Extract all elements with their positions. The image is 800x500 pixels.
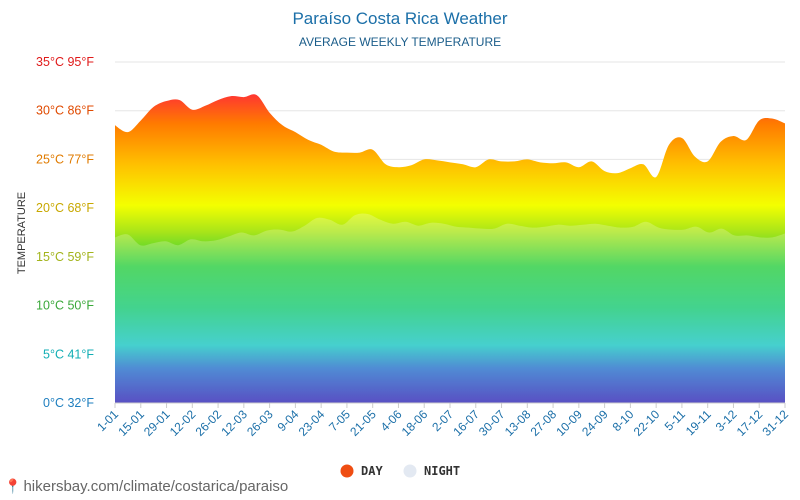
legend-item-day[interactable]: DAY xyxy=(340,464,384,478)
x-tick-label: 10-09 xyxy=(553,407,585,439)
y-tick-label: 35°C 95°F xyxy=(36,55,94,69)
x-tick-label: 27-08 xyxy=(528,407,560,439)
y-axis-ticks: 0°C 32°F 5°C 41°F 10°C 50°F 15°C 59°F 20°C 6… xyxy=(36,55,94,410)
y-tick-label: 30°C 86°F xyxy=(36,104,94,118)
y-tick-label: 25°C 77°F xyxy=(36,152,94,166)
x-tick-label: 18-06 xyxy=(399,407,431,439)
x-axis-ticks: 1-0115-0129-0112-0226-0212-0326-039-0423… xyxy=(94,403,791,439)
legend-day-label: DAY xyxy=(361,464,383,478)
y-tick-label: 15°C 59°F xyxy=(36,250,94,264)
map-pin-icon: 📍 xyxy=(4,478,22,494)
x-tick-label: 15-01 xyxy=(115,407,147,439)
x-tick-label: 21-05 xyxy=(347,407,379,439)
chart-subtitle: AVERAGE WEEKLY TEMPERATURE xyxy=(299,35,501,49)
x-tick-label: 31-12 xyxy=(760,407,792,439)
legend-day-marker xyxy=(340,464,354,478)
x-tick-label: 23-04 xyxy=(296,407,328,439)
legend: DAY NIGHT xyxy=(340,464,461,478)
y-tick-label: 0°C 32°F xyxy=(43,396,94,410)
y-tick-label: 5°C 41°F xyxy=(43,347,94,361)
x-tick-label: 29-01 xyxy=(141,407,173,439)
y-axis-label: TEMPERATURE xyxy=(16,192,28,274)
legend-night-marker xyxy=(403,464,417,478)
x-tick-label: 12-02 xyxy=(167,407,199,439)
x-tick-label: 12-03 xyxy=(218,407,250,439)
legend-item-night[interactable]: NIGHT xyxy=(403,464,461,478)
y-tick-label: 20°C 68°F xyxy=(36,201,94,215)
x-tick-label: 19-11 xyxy=(683,407,714,438)
x-tick-label: 16-07 xyxy=(450,407,482,439)
legend-night-label: NIGHT xyxy=(424,464,460,478)
day-series-area xyxy=(115,94,785,403)
source-credit[interactable]: 📍 hikersbay.com/climate/costarica/paraiso xyxy=(4,478,288,495)
source-credit-text: hikersbay.com/climate/costarica/paraiso xyxy=(23,478,289,495)
x-tick-label: 13-08 xyxy=(502,407,534,439)
x-tick-label: 26-02 xyxy=(193,407,225,439)
y-tick-label: 10°C 50°F xyxy=(36,299,94,313)
night-series-overlay xyxy=(115,213,785,403)
x-tick-label: 26-03 xyxy=(244,407,276,439)
x-tick-label: 22-10 xyxy=(631,407,663,439)
x-tick-label: 30-07 xyxy=(476,407,508,439)
chart-title: Paraíso Costa Rica Weather xyxy=(292,9,507,28)
x-tick-label: 17-12 xyxy=(734,407,766,439)
x-tick-label: 24-09 xyxy=(579,407,611,439)
